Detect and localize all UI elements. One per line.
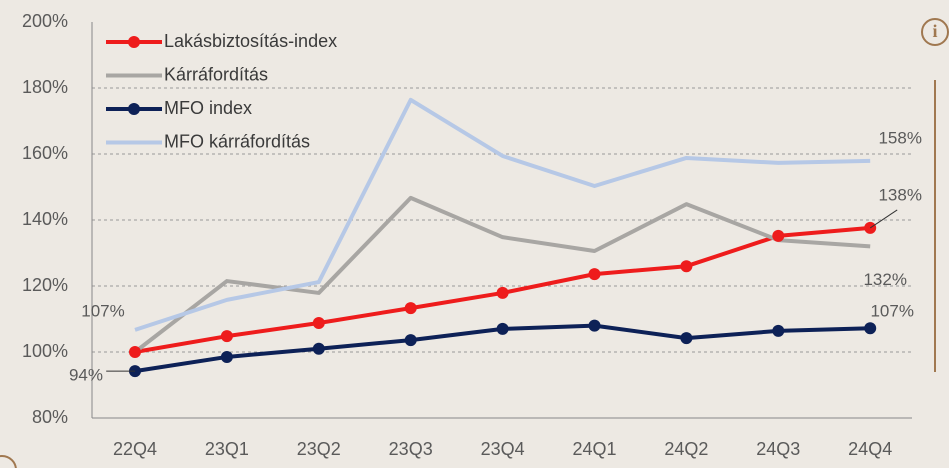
y-tick-label: 80% — [32, 407, 68, 427]
point — [496, 322, 509, 335]
x-tick-label: 23Q2 — [297, 439, 341, 459]
point — [864, 322, 877, 335]
x-tick-label: 23Q4 — [481, 439, 525, 459]
point — [312, 342, 325, 355]
point — [220, 330, 233, 343]
y-tick-label: 140% — [22, 209, 68, 229]
value-label: 94% — [69, 366, 103, 385]
corner-icon — [0, 455, 17, 468]
legend-label: MFO index — [164, 98, 252, 118]
svg-text:i: i — [932, 21, 937, 41]
x-tick-label: 23Q1 — [205, 439, 249, 459]
point — [680, 332, 693, 345]
value-label: 107% — [81, 301, 124, 320]
point — [680, 260, 693, 273]
series-line — [134, 97, 871, 332]
y-tick-label: 200% — [22, 11, 68, 31]
point — [129, 346, 141, 358]
leader-line — [869, 209, 898, 229]
legend-label: Kárráfordítás — [164, 64, 268, 84]
y-tick-label: 180% — [22, 77, 68, 97]
legend-label: MFO kárráfordítás — [164, 131, 310, 151]
point — [496, 286, 509, 299]
x-tick-label: 24Q4 — [848, 439, 892, 459]
legend-marker — [128, 36, 140, 48]
y-tick-label: 160% — [22, 143, 68, 163]
y-tick-label: 120% — [22, 275, 68, 295]
x-tick-label: 24Q2 — [664, 439, 708, 459]
x-tick-label: 22Q4 — [113, 439, 157, 459]
point — [588, 268, 601, 281]
y-tick-label: 100% — [22, 341, 68, 361]
point — [772, 324, 785, 337]
value-label: 158% — [878, 128, 921, 147]
point — [404, 334, 417, 347]
info-icon: i — [921, 18, 949, 46]
value-label: 138% — [878, 185, 921, 204]
point — [220, 350, 233, 363]
point — [404, 302, 417, 315]
x-tick-label: 24Q3 — [756, 439, 800, 459]
series-line — [133, 195, 871, 354]
point — [588, 319, 601, 332]
point — [312, 316, 325, 329]
legend-marker — [128, 103, 140, 115]
value-label: 132% — [863, 270, 906, 289]
x-tick-label: 24Q1 — [572, 439, 616, 459]
legend-label: Lakásbiztosítás-index — [164, 31, 337, 51]
point — [772, 229, 785, 242]
x-tick-label: 23Q3 — [389, 439, 433, 459]
value-label: 107% — [870, 302, 913, 321]
